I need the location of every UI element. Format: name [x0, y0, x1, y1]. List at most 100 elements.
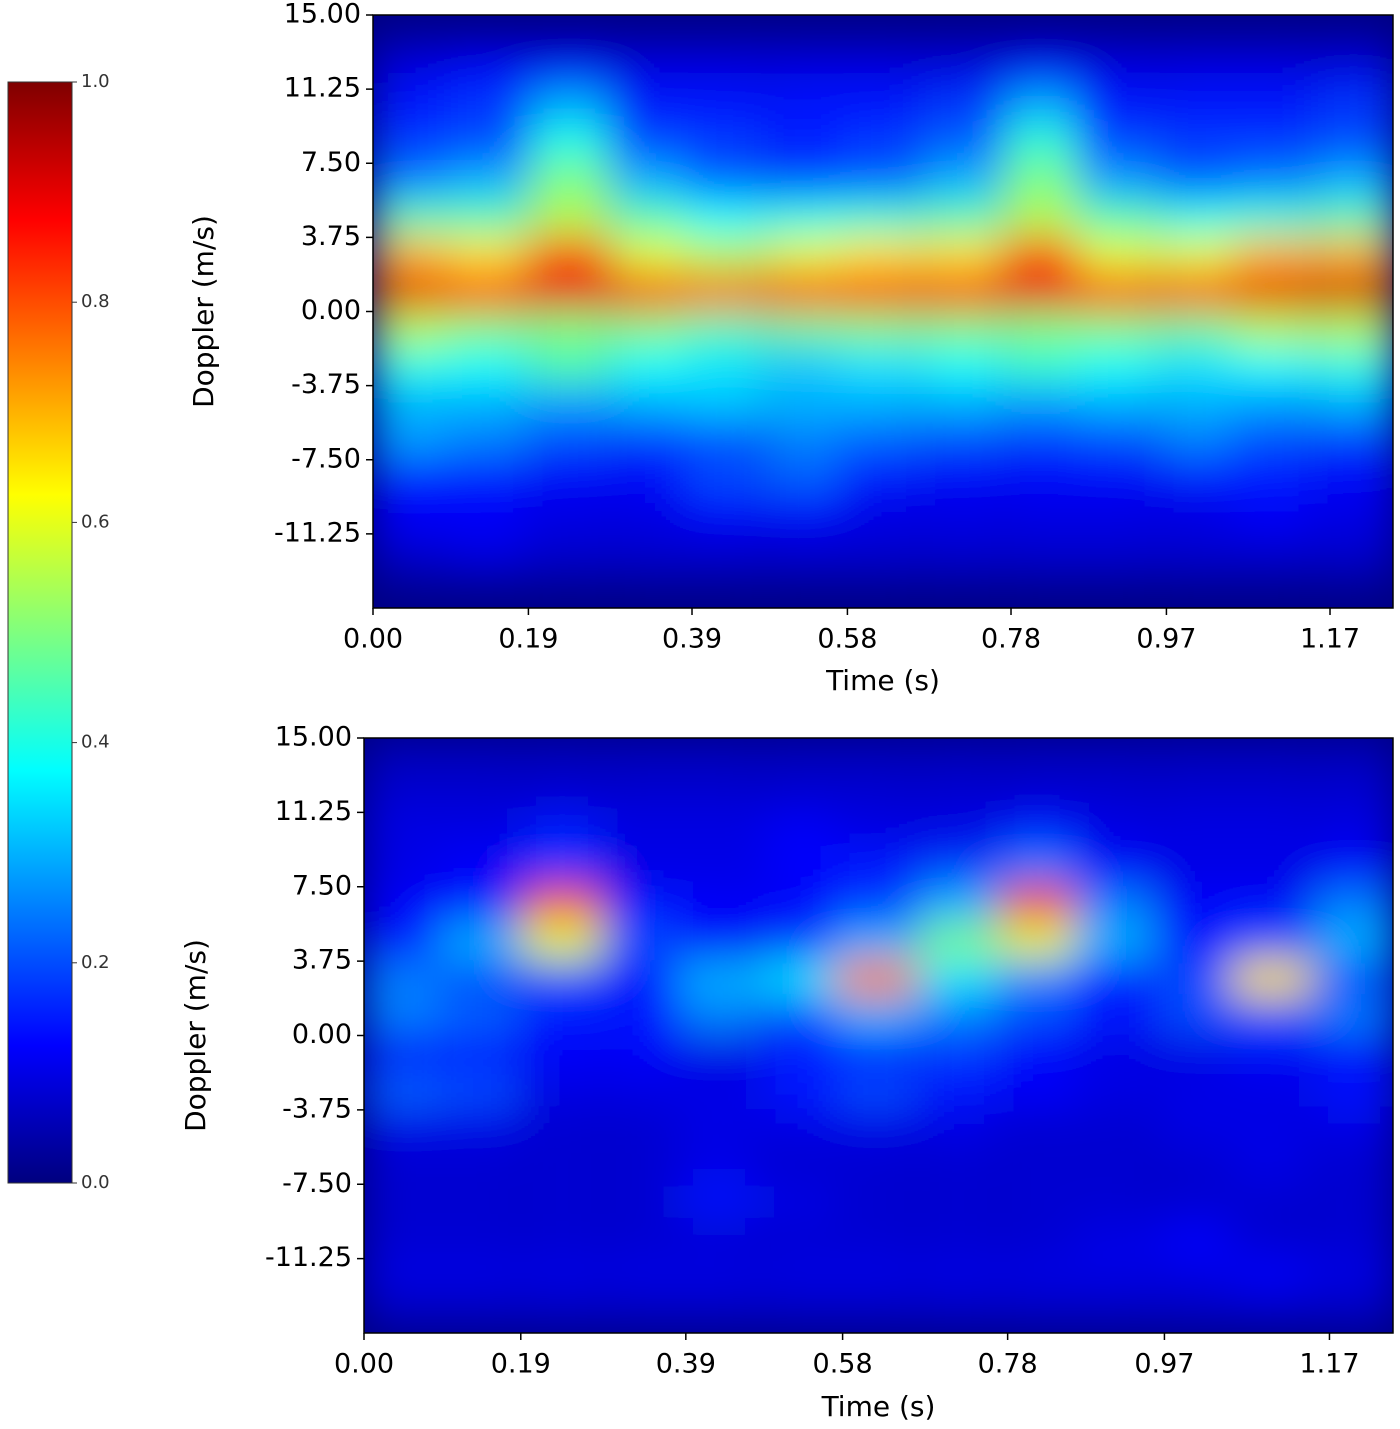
heatmap-cell — [1231, 922, 1313, 963]
heatmap-cell — [1000, 1183, 1082, 1223]
heatmap-cells — [364, 738, 1393, 1333]
heatmap-cell — [438, 1034, 521, 1074]
x-tick-label: 0.97 — [1136, 624, 1196, 655]
heatmap-cell — [835, 738, 917, 777]
heatmap-area — [364, 738, 1393, 1333]
heatmap-cell — [839, 88, 921, 128]
heatmap-cell — [917, 1034, 999, 1074]
heatmap-cell — [529, 458, 610, 498]
heatmap-cell — [839, 273, 921, 313]
heatmap-cell — [1313, 1146, 1393, 1186]
heatmap-cell — [1077, 384, 1158, 424]
heatmap-cell — [1313, 1294, 1393, 1333]
heatmap-cell — [1077, 421, 1158, 461]
heatmap-cell — [917, 848, 999, 888]
heatmap-cell — [760, 960, 842, 1000]
heatmap-cell — [835, 774, 917, 814]
heatmap-cell — [839, 236, 921, 276]
heatmap-cell — [921, 384, 1003, 424]
heatmap-cell — [766, 162, 847, 202]
x-tick-label: 0.19 — [498, 624, 558, 655]
heatmap-cell — [917, 922, 999, 963]
heatmap-cell — [1156, 1071, 1239, 1111]
heatmap-cell — [364, 848, 446, 888]
heatmap-cell — [529, 495, 610, 535]
heatmap-cell — [1000, 1034, 1082, 1074]
heatmap-cell — [1314, 51, 1393, 91]
heatmap-cell — [1232, 162, 1313, 202]
heatmap-cell — [678, 848, 760, 888]
colorbar-tick-label: 0.8 — [81, 291, 110, 312]
heatmap-cell — [1314, 458, 1393, 498]
heatmap-cell — [1231, 811, 1313, 851]
heatmap-cell — [373, 88, 455, 128]
heatmap-cell — [1232, 384, 1313, 424]
heatmap-cell — [610, 569, 692, 608]
heatmap-cell — [1077, 51, 1158, 91]
heatmap-cell — [1231, 1257, 1313, 1297]
x-tick-label: 1.17 — [1300, 624, 1360, 655]
y-tick-label: 3.75 — [301, 221, 361, 252]
heatmap-cell — [1231, 885, 1313, 925]
heatmap-cell — [760, 848, 842, 888]
x-tick-label: 0.39 — [656, 1349, 716, 1380]
heatmap-cell — [603, 848, 686, 888]
heatmap-cell — [1232, 273, 1313, 313]
heatmap-cell — [678, 960, 760, 1000]
heatmap-cell — [447, 125, 528, 165]
heatmap-cell — [610, 51, 692, 91]
colorbar-tick-label: 0.0 — [81, 1172, 110, 1193]
x-tick-label: 0.00 — [343, 624, 403, 655]
heatmap-cell — [684, 495, 765, 535]
heatmap-cell — [684, 273, 765, 313]
heatmap-cell — [1074, 1034, 1156, 1074]
heatmap-cell — [1314, 495, 1393, 535]
heatmap-cell — [760, 738, 842, 777]
heatmap-cell — [1003, 236, 1084, 276]
heatmap-cell — [766, 88, 847, 128]
heatmap-cell — [678, 774, 760, 814]
heatmap-cell — [1156, 1294, 1239, 1333]
heatmap-cell — [684, 15, 765, 54]
heatmap-cell — [1000, 1294, 1082, 1333]
heatmap-cell — [1156, 811, 1239, 851]
heatmap-cell — [684, 384, 765, 424]
heatmap-cell — [917, 1183, 999, 1223]
heatmap-cell — [760, 1183, 842, 1223]
heatmap-cell — [521, 1183, 603, 1223]
heatmap-cell — [1077, 273, 1158, 313]
heatmap-cell — [1231, 774, 1313, 814]
heatmap-cell — [678, 1294, 760, 1333]
heatmap-cell — [917, 738, 999, 777]
heatmap-cell — [1074, 774, 1156, 814]
heatmap-cell — [1314, 569, 1393, 608]
x-tick-label: 0.58 — [813, 1349, 873, 1380]
heatmap-cell — [766, 495, 847, 535]
heatmap-cell — [1314, 199, 1393, 239]
heatmap-cell — [684, 532, 765, 572]
heatmap-cell — [1313, 922, 1393, 963]
heatmap-cell — [839, 51, 921, 91]
heatmap-cell — [839, 347, 921, 387]
heatmap-cell — [1156, 997, 1239, 1037]
heatmap-cell — [610, 347, 692, 387]
heatmap-cell — [921, 273, 1003, 313]
heatmap-cell — [603, 885, 686, 925]
heatmap-cell — [603, 1183, 686, 1223]
heatmap-cell — [921, 495, 1003, 535]
heatmap-cell — [678, 997, 760, 1037]
heatmap-cell — [1003, 15, 1084, 54]
heatmap-cell — [603, 1220, 686, 1260]
heatmap-cell — [684, 347, 765, 387]
heatmap-cell — [1158, 310, 1240, 350]
heatmap-cell — [835, 1183, 917, 1223]
heatmap-cell — [1000, 922, 1082, 963]
heatmap-cell — [1313, 1220, 1393, 1260]
x-tick-label: 0.00 — [334, 1349, 394, 1380]
heatmap-cell — [603, 1294, 686, 1333]
heatmap-cell — [1077, 88, 1158, 128]
heatmap-cell — [684, 125, 765, 165]
heatmap-cell — [1003, 347, 1084, 387]
heatmap-cell — [447, 88, 528, 128]
heatmap-cell — [373, 51, 455, 91]
